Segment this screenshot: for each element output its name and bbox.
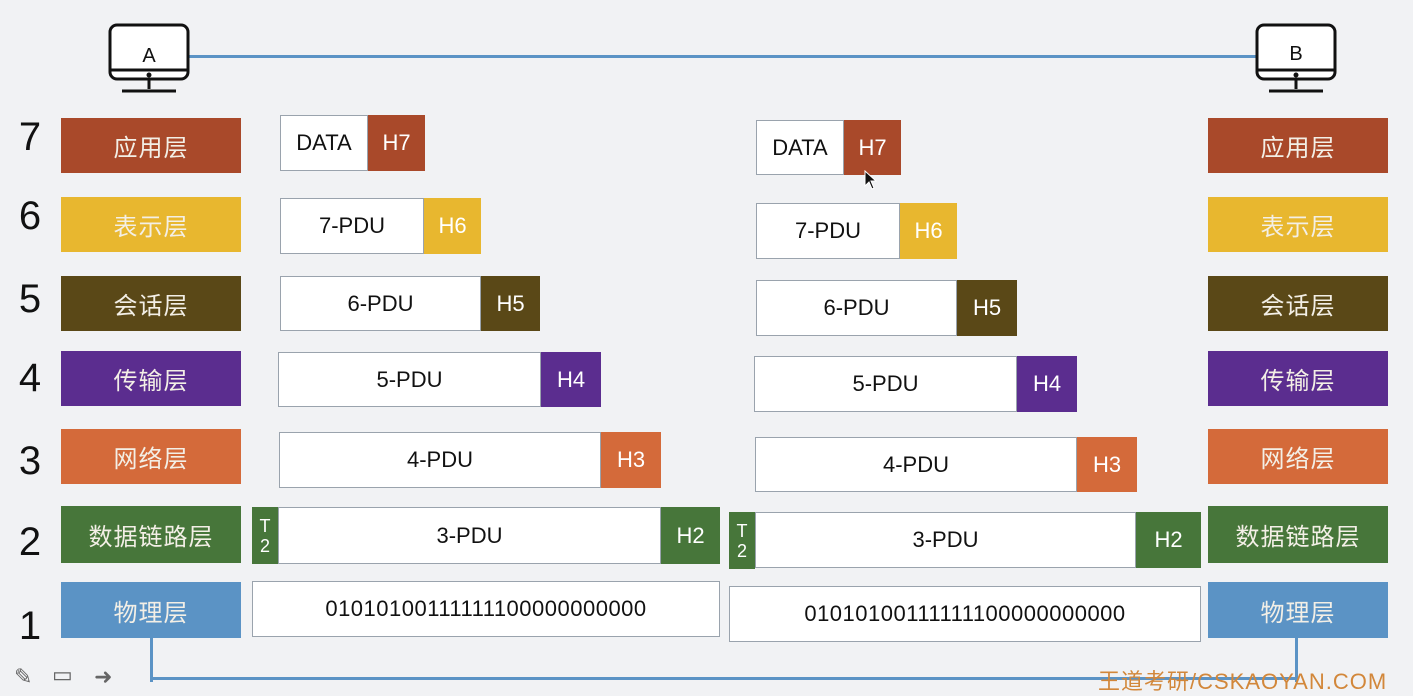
layer-number-4: 4 bbox=[18, 356, 42, 400]
left-l2-trailer-top: T bbox=[259, 515, 271, 536]
left-l5-header: H5 bbox=[481, 276, 540, 331]
network-cable-top bbox=[188, 55, 1258, 58]
layer-number-6: 6 bbox=[18, 194, 42, 238]
left-l2-header: H2 bbox=[661, 507, 720, 564]
left-layer-physical: 物理层 bbox=[61, 582, 241, 638]
physical-cable-left-drop bbox=[150, 638, 153, 682]
layer-number-5: 5 bbox=[18, 277, 42, 321]
right-l7-payload: DATA bbox=[756, 120, 844, 175]
right-l5-header: H5 bbox=[957, 280, 1017, 336]
right-l2-header: H2 bbox=[1136, 512, 1201, 568]
left-l2-trailer-bottom: 2 bbox=[259, 535, 270, 556]
right-l4-payload: 5-PDU bbox=[754, 356, 1017, 412]
host-a-label: A bbox=[142, 45, 156, 67]
left-l3-header: H3 bbox=[601, 432, 661, 488]
physical-cable-bottom bbox=[150, 677, 1298, 680]
screen-tool-icon[interactable]: ▭ bbox=[52, 662, 73, 687]
right-l4-header: H4 bbox=[1017, 356, 1077, 412]
left-l3-payload: 4-PDU bbox=[279, 432, 601, 488]
left-l1-bitstream: 01010100111111100000000000 bbox=[252, 581, 720, 637]
mouse-cursor-icon bbox=[864, 169, 878, 190]
left-l4-payload: 5-PDU bbox=[278, 352, 541, 407]
right-l1-bitstream: 01010100111111100000000000 bbox=[729, 586, 1201, 642]
right-l5-payload: 6-PDU bbox=[756, 280, 957, 336]
left-layer-presentation: 表示层 bbox=[61, 197, 241, 252]
left-l6-payload: 7-PDU bbox=[280, 198, 424, 254]
left-layer-application: 应用层 bbox=[61, 118, 241, 173]
layer-number-1: 1 bbox=[18, 604, 42, 648]
physical-cable-right-drop bbox=[1295, 638, 1298, 682]
right-layer-application: 应用层 bbox=[1208, 118, 1388, 173]
right-layer-presentation: 表示层 bbox=[1208, 197, 1388, 252]
left-layer-data-link: 数据链路层 bbox=[61, 506, 241, 563]
left-l7-payload: DATA bbox=[280, 115, 368, 171]
left-l6-header: H6 bbox=[424, 198, 481, 254]
right-l2-trailer-top: T bbox=[736, 520, 748, 541]
right-layer-transport: 传输层 bbox=[1208, 351, 1388, 406]
right-layer-session: 会话层 bbox=[1208, 276, 1388, 331]
left-layer-network: 网络层 bbox=[61, 429, 241, 484]
right-l6-header: H6 bbox=[900, 203, 957, 259]
host-b-label: B bbox=[1289, 43, 1303, 65]
right-layer-physical: 物理层 bbox=[1208, 582, 1388, 638]
host-b-computer-icon bbox=[1255, 23, 1337, 95]
right-l2-payload: 3-PDU bbox=[755, 512, 1136, 568]
host-a-computer-icon bbox=[108, 23, 190, 95]
left-l5-payload: 6-PDU bbox=[280, 276, 481, 331]
next-slide-icon[interactable]: ➜ bbox=[94, 664, 113, 689]
layer-number-7: 7 bbox=[18, 115, 42, 159]
right-l2-trailer-bottom: 2 bbox=[736, 540, 747, 561]
right-l7-header: H7 bbox=[844, 120, 901, 175]
right-layer-data-link: 数据链路层 bbox=[1208, 506, 1388, 563]
left-layer-transport: 传输层 bbox=[61, 351, 241, 406]
layer-number-3: 3 bbox=[18, 439, 42, 483]
left-l2-payload: 3-PDU bbox=[278, 507, 661, 564]
right-l2-trailer: T 2 bbox=[729, 512, 755, 569]
left-l4-header: H4 bbox=[541, 352, 601, 407]
pen-tool-icon[interactable]: ✎ bbox=[14, 664, 33, 689]
right-l3-payload: 4-PDU bbox=[755, 437, 1077, 492]
watermark-text: 王道考研/CSKAOYAN.COM bbox=[1098, 669, 1388, 694]
left-layer-session: 会话层 bbox=[61, 276, 241, 331]
right-l3-header: H3 bbox=[1077, 437, 1137, 492]
right-l6-payload: 7-PDU bbox=[756, 203, 900, 259]
left-l7-header: H7 bbox=[368, 115, 425, 171]
left-l2-trailer: T 2 bbox=[252, 507, 278, 564]
layer-number-2: 2 bbox=[18, 520, 42, 564]
right-layer-network: 网络层 bbox=[1208, 429, 1388, 484]
